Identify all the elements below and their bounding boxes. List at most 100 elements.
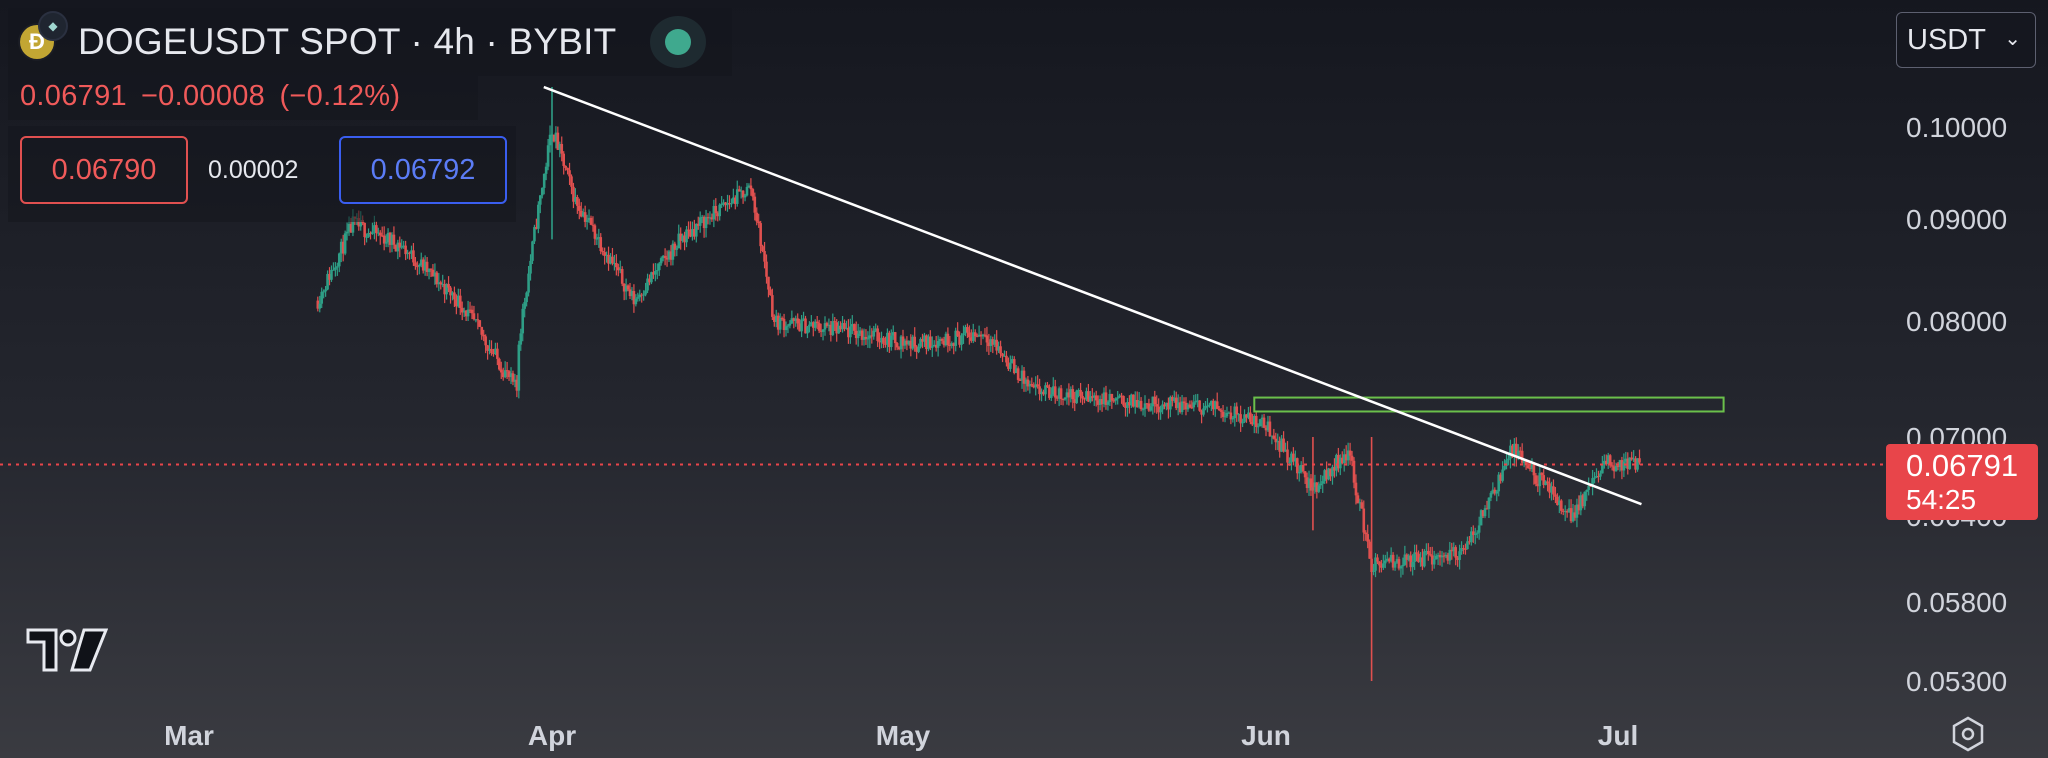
candle-down [966,323,969,338]
candle-down [648,274,651,286]
candle-down [925,334,928,355]
candle-up [1227,411,1231,414]
candle-up [624,278,628,300]
candle-up [533,224,536,244]
y-tick-label: 0.05300 [1906,666,2008,697]
candle-down [501,367,505,381]
ohlc-change-row: 0.06791 −0.00008 (−0.12%) [20,80,400,113]
candle-down [1534,472,1538,487]
candle-up [1327,467,1330,481]
market-status[interactable] [650,16,706,68]
candle-down [946,327,950,353]
candle-up [661,254,665,262]
candle-down [1048,384,1051,400]
sell-bid-button[interactable]: 0.06790 [20,136,188,204]
candle-up [336,262,339,276]
candle-up [1403,545,1407,566]
candle-up [1116,391,1119,405]
candle-up [899,334,903,359]
symbol-legend[interactable]: Ð ◆ DOGEUSDT SPOT · 4h · BYBIT [20,11,616,68]
candle-up [581,208,585,218]
candle-down [496,342,499,366]
candle-up [1436,552,1440,565]
candle-up [1141,407,1145,416]
currency-select[interactable]: USDT ⌄ [1896,12,2036,68]
candle-down [854,321,858,345]
candle-up [1563,505,1567,522]
candle-up [1595,468,1598,479]
candle-down [1356,492,1360,504]
candle-up [1102,387,1106,408]
candle-up [529,254,532,281]
y-tick-label: 0.08000 [1906,306,2008,337]
candle-up [519,328,523,351]
candle-down [1251,413,1254,426]
candle-down [1366,524,1369,549]
last-price-value: 0.06791 [20,80,127,112]
candle-up [722,199,725,207]
candle-up [1487,497,1491,518]
candle-down [1124,402,1127,417]
candle-up [794,315,798,327]
buy-ask-button[interactable]: 0.06792 [339,136,507,204]
candle-up [1497,471,1501,497]
candle-up [1501,461,1504,483]
candle-down [1329,468,1332,482]
candle-up [337,252,341,273]
candle-up [326,270,329,291]
candle-up [390,232,394,253]
candle-up [1276,433,1280,450]
candle-down [1415,544,1418,562]
candle-down [970,329,973,343]
candle-down [1554,486,1557,504]
resistance-zone[interactable] [1253,396,1725,413]
candle-down [572,182,575,209]
candle-down [1046,381,1049,389]
tradingview-logo-icon[interactable] [26,626,108,674]
candle-down [948,335,952,351]
candle-up [1395,554,1399,564]
candle-down [1352,457,1356,489]
candle-up [1065,388,1069,405]
candle-up [1575,498,1579,528]
candle-down [1229,405,1233,425]
candle-down [1446,552,1450,565]
candle-down [1427,543,1430,561]
candle-down [798,318,801,332]
candle-up [367,228,370,238]
candle-down [852,323,856,336]
candle-up [1507,454,1510,466]
candle-up [962,325,965,344]
candle-up [1280,435,1283,453]
candle-down [1362,500,1366,542]
candle-down [767,276,770,298]
candle-down [1262,413,1266,429]
candle-down [829,320,833,342]
candle-down [1239,405,1242,432]
candle-up [1579,491,1583,516]
candle-up [1213,400,1217,417]
candle-up [997,341,1000,353]
candle-up [1114,397,1118,405]
y-tick-label: 0.05800 [1906,587,2008,618]
candle-up [938,336,942,346]
candle-up [595,233,599,246]
candle-up [1432,550,1436,569]
candle-down [663,248,667,266]
candle-up [1149,403,1153,412]
candle-up [1204,401,1207,411]
candle-up [743,193,747,202]
candle-up [1196,393,1199,408]
hexagon-settings-icon[interactable] [1950,716,1986,752]
candle-down [1087,383,1090,403]
candle-down [817,319,821,334]
candle-down [1274,432,1278,451]
candle-up [1202,402,1205,417]
candle-down [1612,459,1616,479]
candle-up [636,292,640,302]
trendline[interactable] [543,85,1642,506]
candle-down [560,136,564,162]
candle-down [1198,400,1201,412]
candle-down [1561,508,1565,516]
